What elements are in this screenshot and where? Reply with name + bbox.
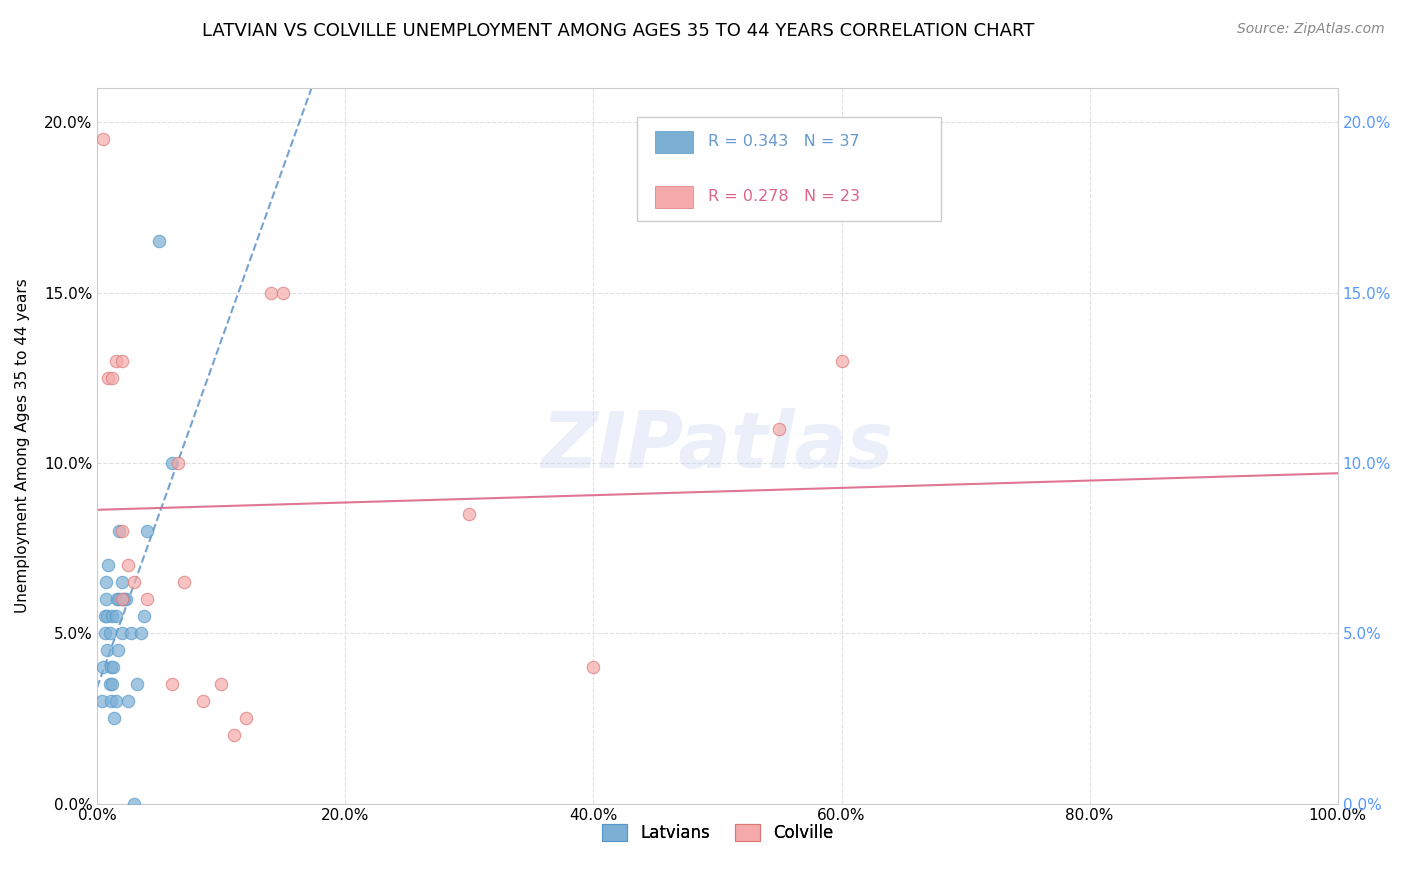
Point	[94, 592, 117, 607]
Point	[111, 626, 134, 640]
Point	[98, 626, 121, 640]
Point	[209, 677, 232, 691]
Point	[831, 353, 853, 368]
Bar	[655, 186, 693, 208]
Point	[103, 711, 125, 725]
Point	[98, 677, 121, 691]
Point	[107, 643, 129, 657]
Point	[120, 626, 142, 640]
Point	[97, 558, 120, 573]
Point	[101, 677, 124, 691]
Point	[105, 592, 128, 607]
Y-axis label: Unemployment Among Ages 35 to 44 years: Unemployment Among Ages 35 to 44 years	[15, 278, 30, 614]
Text: R = 0.278   N = 23: R = 0.278 N = 23	[707, 189, 859, 204]
Text: ZIPatlas: ZIPatlas	[541, 408, 894, 483]
Point	[93, 626, 115, 640]
Point	[112, 592, 135, 607]
Point	[222, 729, 245, 743]
Point	[93, 609, 115, 624]
Text: R = 0.343   N = 37: R = 0.343 N = 37	[707, 135, 859, 149]
Point	[191, 694, 214, 708]
Point	[768, 422, 790, 436]
Text: Source: ZipAtlas.com: Source: ZipAtlas.com	[1237, 22, 1385, 37]
Point	[104, 609, 127, 624]
Point	[96, 609, 118, 624]
Point	[124, 575, 146, 590]
Point	[101, 370, 124, 384]
Point	[94, 575, 117, 590]
Point	[117, 558, 139, 573]
Point	[91, 660, 114, 674]
Point	[135, 592, 157, 607]
Point	[96, 643, 118, 657]
Point	[100, 694, 122, 708]
Point	[160, 456, 183, 470]
Point	[235, 711, 257, 725]
Text: LATVIAN VS COLVILLE UNEMPLOYMENT AMONG AGES 35 TO 44 YEARS CORRELATION CHART: LATVIAN VS COLVILLE UNEMPLOYMENT AMONG A…	[202, 22, 1035, 40]
Point	[166, 456, 188, 470]
Point	[148, 235, 170, 249]
Point	[111, 575, 134, 590]
Point	[111, 592, 134, 607]
Bar	[655, 131, 693, 153]
Point	[104, 353, 127, 368]
Point	[101, 609, 124, 624]
Point	[91, 132, 114, 146]
Point	[458, 507, 481, 521]
Point	[117, 694, 139, 708]
Point	[112, 592, 135, 607]
Point	[104, 694, 127, 708]
Bar	[637, 117, 941, 220]
Point	[260, 285, 283, 300]
Point	[103, 660, 125, 674]
Point	[173, 575, 195, 590]
Point	[124, 797, 146, 811]
Point	[134, 609, 156, 624]
Legend: Latvians, Colville: Latvians, Colville	[595, 817, 839, 849]
Point	[111, 353, 134, 368]
Point	[271, 285, 294, 300]
Point	[582, 660, 605, 674]
Point	[129, 626, 152, 640]
Point	[125, 677, 148, 691]
Point	[114, 592, 136, 607]
Point	[100, 660, 122, 674]
Point	[111, 524, 134, 538]
Point	[108, 592, 131, 607]
Point	[160, 677, 183, 691]
Point	[97, 370, 120, 384]
Point	[91, 694, 114, 708]
Point	[108, 524, 131, 538]
Point	[135, 524, 157, 538]
